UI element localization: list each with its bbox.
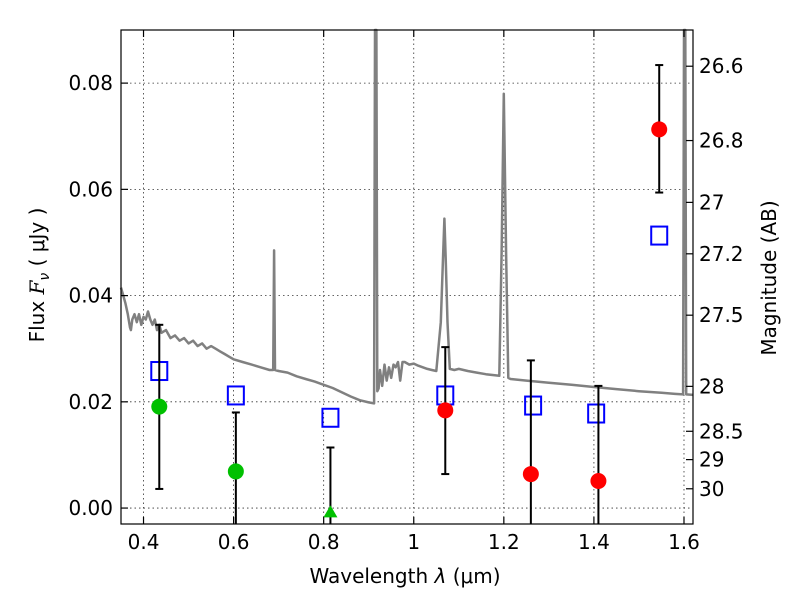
y-tick-label: 0.02: [68, 390, 113, 414]
y2-tick-label: 29: [699, 448, 724, 472]
observed-point: [227, 463, 244, 480]
y2-tick-label: 27: [699, 190, 724, 214]
model-box: [226, 385, 245, 406]
grid-layer: [121, 30, 693, 524]
model-box: [321, 407, 340, 428]
x-tick-label: 1.4: [578, 530, 610, 554]
y-axis-title: Flux Fν ( μJy ): [25, 208, 54, 343]
observed-point: [522, 466, 539, 483]
y-tick-label: 0.06: [68, 177, 113, 201]
x-tick-label: 0.6: [218, 530, 250, 554]
x-axis-title: Wavelength λ (μm): [309, 564, 500, 588]
y2-tick-label: 28.5: [699, 419, 744, 443]
x-tick-label: 0.8: [308, 530, 340, 554]
observed-point: [651, 121, 668, 138]
x-tick-label: 1.6: [668, 530, 700, 554]
model-box: [524, 395, 543, 416]
x-tick-label: 1: [407, 530, 420, 554]
y2-axis-title: Magnitude (AB): [757, 200, 781, 355]
y2-tick-label: 26.8: [699, 129, 744, 153]
x-tick-label: 1.2: [488, 530, 520, 554]
model-box-layer: [150, 225, 669, 428]
y2-tick-label: 26.6: [699, 54, 744, 78]
y2-tick-label: 30: [699, 477, 724, 501]
y2-tick-label: 27.5: [699, 303, 744, 327]
observed-point: [323, 505, 338, 518]
y-tick-label: 0.00: [68, 496, 113, 520]
y2-tick-label: 27.2: [699, 242, 744, 266]
model-box: [650, 225, 669, 246]
tick-layer: 0.4 0.6 0.8 1 1.2 1.4 1.6 0.00 0.02 0.04 0.06 0.08 2…: [68, 30, 744, 554]
observed-point: [151, 398, 168, 415]
observed-point-layer: [151, 121, 668, 518]
y-tick-label: 0.08: [68, 71, 113, 95]
y2-tick-label: 28: [699, 374, 724, 398]
error-bar-layer: [155, 64, 664, 524]
model-box: [587, 403, 606, 424]
plot-frame: [120, 29, 694, 525]
x-tick-label: 0.4: [128, 530, 160, 554]
sed-model-line: [119, 28, 694, 405]
sed-model-layer: [119, 28, 694, 405]
observed-point: [590, 472, 607, 489]
y-tick-label: 0.04: [68, 284, 113, 308]
observed-point: [437, 402, 454, 419]
